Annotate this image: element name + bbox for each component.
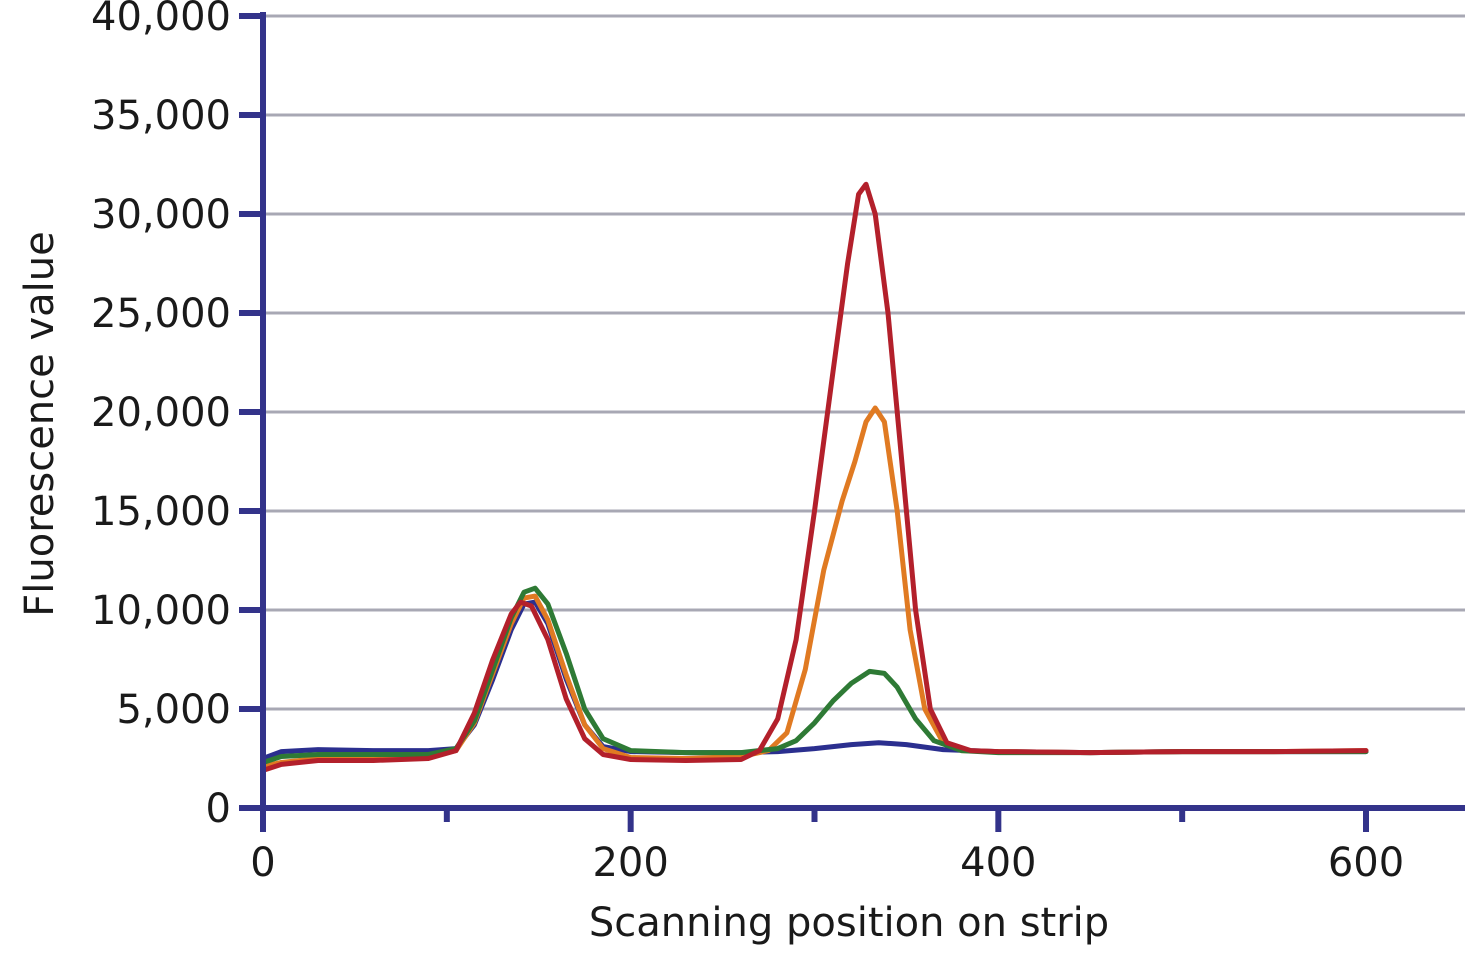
x-tick-label: 200	[592, 840, 668, 886]
series-line-4	[260, 181, 1369, 773]
y-tick-label: 5,000	[116, 687, 231, 733]
y-tick-label: 20,000	[91, 390, 231, 436]
series-lines	[260, 181, 1369, 773]
axis-ticks: 0 5,000 10,000 15,000 20,000 25,000 30,000 35,0…	[91, 0, 1404, 886]
x-tick-label: 400	[960, 840, 1036, 886]
axes	[239, 12, 1465, 832]
y-tick-label: 10,000	[91, 588, 231, 634]
x-tick-label: 0	[250, 840, 275, 886]
gridlines	[263, 14, 1465, 711]
y-axis-title: Fluorescence value	[17, 231, 63, 617]
y-tick-label: 35,000	[91, 93, 231, 139]
y-tick-label: 30,000	[91, 192, 231, 238]
x-tick-label: 600	[1328, 840, 1404, 886]
y-tick-label: 25,000	[91, 291, 231, 337]
y-tick-label: 0	[206, 786, 231, 832]
x-axis-title: Scanning position on strip	[589, 900, 1109, 946]
y-tick-label: 40,000	[91, 0, 231, 40]
y-tick-label: 15,000	[91, 489, 231, 535]
series-line-2	[260, 405, 1369, 769]
